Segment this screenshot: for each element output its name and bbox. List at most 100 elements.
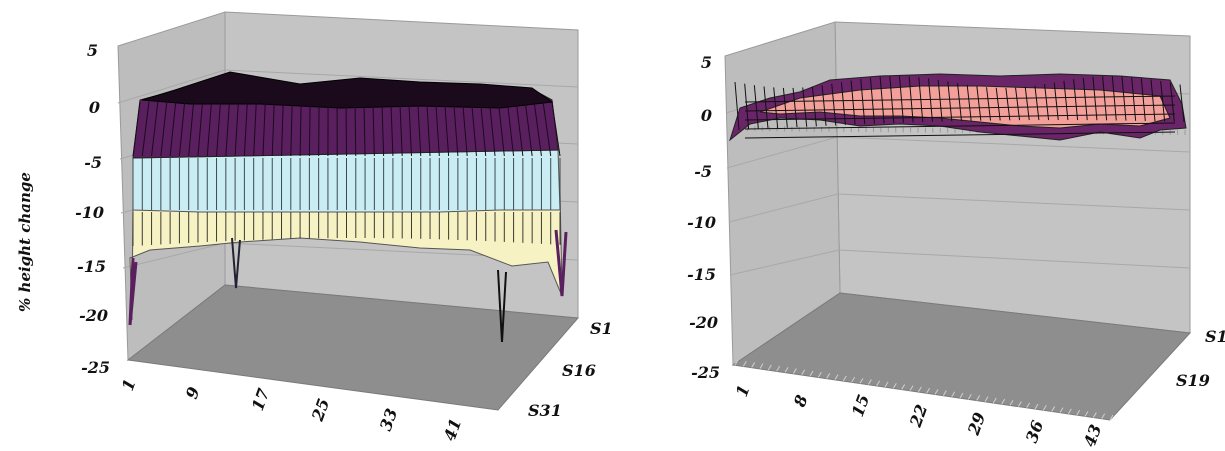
left-depth-tick: S31 [528, 401, 562, 420]
right-x-tick: 29 [964, 410, 990, 438]
left-mesh-line [524, 101, 533, 157]
right-mesh-line [744, 122, 1176, 130]
left-mesh-line [408, 98, 412, 157]
right-mesh-line [744, 131, 1176, 139]
left-mesh-line [281, 98, 284, 157]
left-surface-chart: 5 0 -5 -10 -15 -20 -25 1 9 17 25 33 41 S… [16, 11, 613, 443]
left-x-tick: 25 [308, 396, 334, 424]
left-z-tick: -25 [81, 358, 110, 377]
right-z-tick: -20 [689, 313, 718, 332]
right-mesh-line [957, 83, 962, 122]
right-mesh-line [744, 113, 1176, 121]
right-mesh-line [773, 87, 779, 129]
right-x-tick: 8 [790, 392, 812, 410]
right-minor-tick [1084, 411, 1089, 417]
right-minor-tick [942, 390, 947, 396]
right-mesh-line [802, 87, 808, 127]
left-mesh-line [197, 100, 204, 157]
left-mesh-line [345, 97, 347, 157]
right-minor-tick [1067, 408, 1072, 415]
right-floor [731, 292, 1192, 421]
right-minor-tick [759, 363, 764, 369]
right-x-tick: 43 [1080, 422, 1105, 449]
left-mesh-line [426, 98, 431, 157]
right-minor-tick [951, 391, 956, 398]
right-minor-tick [859, 378, 864, 384]
left-surface-cream-band [129, 189, 563, 321]
right-minor-tick [792, 368, 797, 374]
left-mesh-line [363, 98, 366, 157]
right-minor-tick [742, 360, 747, 367]
left-spike-front-left [128, 257, 138, 326]
left-depth-tick: S1 [590, 319, 613, 338]
right-x-tick: 1 [732, 382, 754, 399]
left-mesh-line [470, 99, 477, 157]
left-mesh-line [151, 101, 159, 157]
right-surface-mesh [734, 75, 1185, 139]
left-mesh-line [390, 98, 394, 157]
left-z-tick: 0 [89, 98, 100, 117]
right-mesh-line [840, 82, 846, 126]
right-minor-tick [884, 381, 889, 388]
left-mesh-line [497, 100, 505, 157]
left-spike-mid [231, 237, 241, 289]
right-depth-tick: S19 [1176, 371, 1210, 390]
left-mesh-line [243, 99, 248, 157]
right-minor-tick [801, 369, 806, 376]
right-minor-tick [876, 380, 881, 387]
right-mesh-line [1160, 81, 1166, 122]
right-mesh-line [995, 87, 1001, 121]
left-mesh-line [253, 98, 257, 157]
left-z-tick: -15 [77, 257, 106, 276]
right-minor-tick [1059, 407, 1064, 413]
left-mesh-line [479, 99, 487, 157]
left-mesh-line [178, 100, 186, 157]
left-x-tick: 33 [376, 406, 401, 433]
right-minor-tick [751, 362, 756, 368]
right-minor-tick [1009, 400, 1014, 406]
right-minor-tick [892, 382, 897, 389]
right-minor-tick [1101, 413, 1106, 420]
left-mesh-line [435, 98, 440, 157]
left-surface-top [141, 71, 554, 109]
right-mesh-line [1063, 80, 1069, 121]
left-mesh-line [381, 98, 385, 157]
right-mesh-line [1044, 84, 1050, 121]
right-minor-tick [1026, 402, 1031, 409]
right-minor-tick [1017, 401, 1022, 407]
right-mesh-line [753, 85, 759, 130]
right-minor-tick [834, 374, 839, 380]
left-mesh-line [169, 100, 177, 157]
left-x-tick: 1 [118, 376, 140, 393]
right-mesh-line [792, 87, 798, 128]
right-mesh-line [937, 79, 943, 122]
right-mesh-line [1179, 84, 1185, 122]
right-mesh-line [734, 81, 740, 131]
right-mesh-line [986, 87, 992, 121]
left-mesh-line [262, 98, 266, 157]
right-minor-tick [909, 385, 914, 391]
left-spike-front-right [497, 269, 507, 343]
left-z-tick: -10 [75, 203, 104, 222]
right-z-tick: -5 [694, 162, 712, 181]
left-spike-back-right [554, 229, 568, 297]
right-minor-tick [1042, 404, 1047, 411]
right-minor-tick [959, 392, 964, 399]
right-minor-tick [976, 395, 981, 401]
right-x-tick: 36 [1022, 418, 1047, 445]
right-minor-tick [1092, 412, 1097, 418]
right-minor-tick [1034, 403, 1039, 410]
right-mesh-line [811, 86, 817, 127]
right-mesh-line [1102, 76, 1108, 121]
right-mesh-line [1082, 77, 1088, 121]
left-mesh-line [206, 99, 213, 157]
left-mesh-line [506, 100, 515, 157]
left-mesh-line [399, 98, 403, 157]
right-mesh-line [1024, 86, 1030, 121]
left-mesh-line [234, 99, 240, 157]
right-minor-tick [967, 393, 972, 400]
left-mesh-line [417, 98, 422, 157]
right-minor-tick [934, 389, 939, 395]
right-minor-tick [809, 370, 814, 377]
